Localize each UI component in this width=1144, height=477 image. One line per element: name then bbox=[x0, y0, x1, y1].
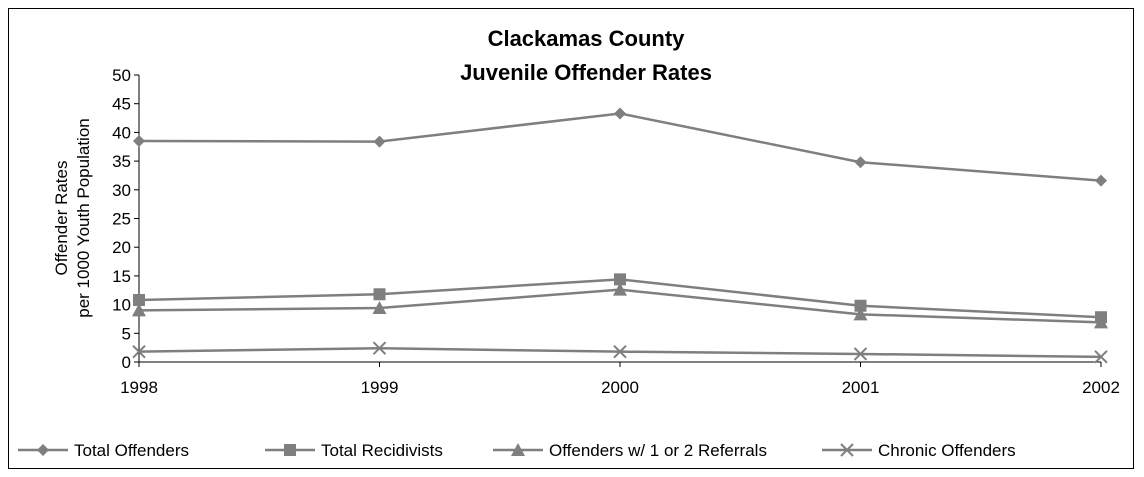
data-point bbox=[133, 135, 145, 148]
y-tick-label: 0 bbox=[122, 353, 131, 372]
data-point bbox=[614, 273, 626, 286]
data-point bbox=[373, 288, 386, 301]
data-point bbox=[613, 344, 627, 359]
legend-marker bbox=[511, 443, 525, 456]
data-point bbox=[853, 307, 868, 321]
legend-label: Total Offenders bbox=[74, 441, 189, 460]
data-point bbox=[854, 156, 867, 169]
legend-item: Total Offenders bbox=[18, 441, 189, 460]
y-tick-label: 50 bbox=[112, 66, 131, 85]
data-point bbox=[613, 282, 627, 296]
y-axis-label-line-2: per 1000 Youth Population bbox=[74, 118, 93, 317]
y-tick-label: 5 bbox=[122, 324, 131, 343]
series-layer bbox=[132, 107, 1108, 364]
y-tick-label: 35 bbox=[112, 152, 131, 171]
y-tick-label: 30 bbox=[112, 181, 131, 200]
x-tick-label: 2002 bbox=[1082, 378, 1120, 397]
data-point bbox=[373, 135, 386, 148]
y-tick-label: 45 bbox=[112, 95, 131, 114]
data-point bbox=[853, 347, 868, 361]
series-0 bbox=[133, 107, 1107, 187]
data-point bbox=[372, 301, 387, 315]
y-tick-label: 20 bbox=[112, 238, 131, 257]
y-tick-label: 25 bbox=[112, 210, 131, 229]
data-point bbox=[132, 344, 146, 359]
data-point bbox=[1094, 315, 1108, 329]
chart-subtitle: Juvenile Offender Rates bbox=[460, 60, 712, 85]
legend: Total Offenders Total Recidivists Offender… bbox=[18, 441, 1016, 460]
y-tick-label: 15 bbox=[112, 267, 131, 286]
y-tick-label: 40 bbox=[112, 123, 131, 142]
data-point bbox=[854, 299, 867, 312]
legend-label: Total Recidivists bbox=[321, 441, 443, 460]
legend-label: Offenders w/ 1 or 2 Referrals bbox=[549, 441, 767, 460]
x-tick-label: 1999 bbox=[361, 378, 399, 397]
legend-marker bbox=[284, 444, 296, 456]
legend-marker bbox=[37, 444, 49, 456]
y-axis-label-line-1: Offender Rates bbox=[52, 161, 71, 276]
legend-item: Chronic Offenders bbox=[822, 441, 1016, 460]
data-point bbox=[132, 303, 146, 317]
x-tick-label: 2000 bbox=[601, 378, 639, 397]
y-tick-label: 10 bbox=[112, 296, 131, 315]
legend-marker bbox=[840, 443, 854, 457]
data-point bbox=[133, 294, 145, 307]
data-point bbox=[614, 107, 626, 120]
legend-item: Offenders w/ 1 or 2 Referrals bbox=[493, 441, 767, 460]
legend-label: Chronic Offenders bbox=[878, 441, 1016, 460]
series-3 bbox=[132, 341, 1108, 364]
x-tick-label: 2001 bbox=[842, 378, 880, 397]
data-point bbox=[1095, 174, 1107, 187]
series-2 bbox=[132, 282, 1108, 329]
chart-frame bbox=[8, 8, 1134, 469]
series-1 bbox=[133, 273, 1107, 324]
x-tick-label: 1998 bbox=[120, 378, 158, 397]
legend-item: Total Recidivists bbox=[265, 441, 443, 460]
data-point bbox=[1094, 350, 1108, 364]
series-line bbox=[138, 112, 1102, 182]
chart-title: Clackamas County bbox=[488, 26, 686, 51]
data-point bbox=[372, 341, 387, 355]
